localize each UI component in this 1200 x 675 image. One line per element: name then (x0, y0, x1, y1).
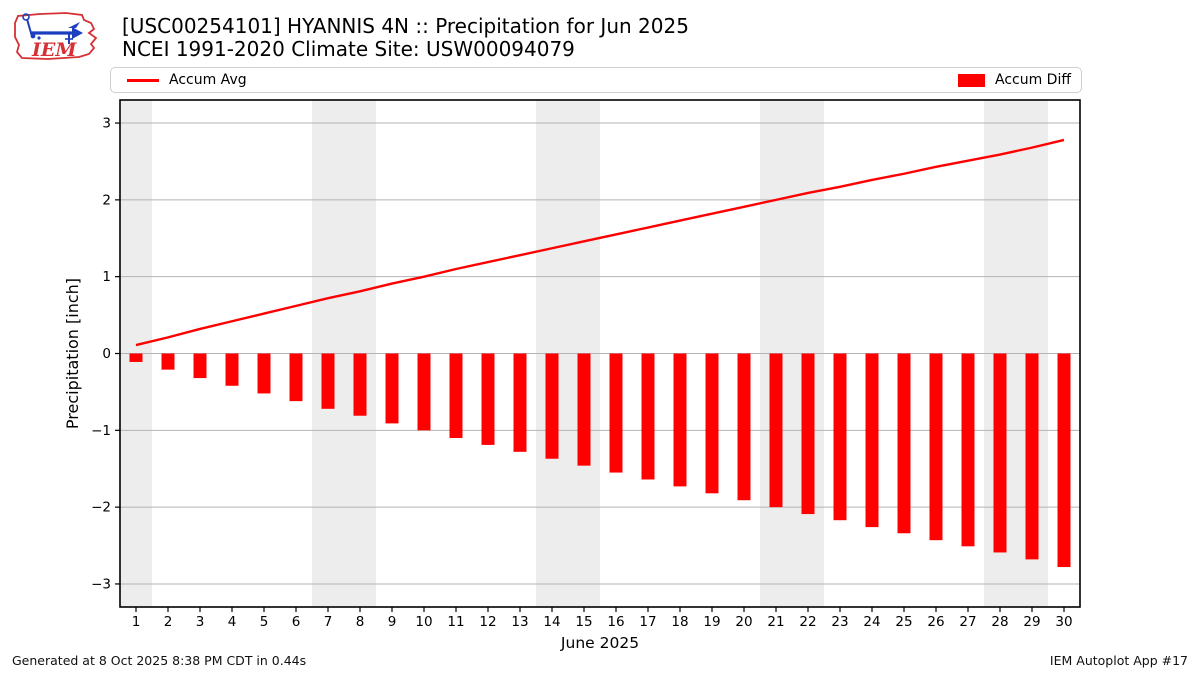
x-tick-label: 4 (228, 614, 237, 630)
accum-diff-bar (193, 353, 207, 379)
accum-diff-bar (737, 353, 751, 501)
x-tick-label: 23 (831, 614, 848, 630)
accum-diff-bar (705, 353, 719, 494)
accum-diff-bar (1025, 353, 1039, 560)
accum-diff-bar (641, 353, 655, 480)
x-tick-label: 24 (863, 614, 880, 630)
x-tick-label: 8 (356, 614, 365, 630)
x-axis-label: June 2025 (560, 634, 639, 652)
y-tick-label: 3 (102, 116, 111, 132)
accum-diff-bar (577, 353, 591, 466)
chart-legend: Accum Avg Accum Diff (110, 67, 1082, 93)
x-tick-label: 18 (671, 614, 688, 630)
accum-diff-bar (289, 353, 303, 402)
iem-logo-text: IEM (31, 39, 77, 61)
y-tick-label: −3 (91, 576, 111, 592)
chart-title: [USC00254101] HYANNIS 4N :: Precipitatio… (122, 14, 689, 38)
x-tick-label: 26 (927, 614, 944, 630)
x-tick-label: 20 (735, 614, 752, 630)
chart-title-block: [USC00254101] HYANNIS 4N :: Precipitatio… (122, 15, 689, 61)
accum-diff-bar-swatch (957, 73, 985, 87)
accum-diff-bar (257, 353, 271, 394)
accum-diff-bar (321, 353, 335, 409)
x-tick-label: 22 (799, 614, 816, 630)
accum-diff-bar (833, 353, 847, 521)
x-tick-label: 10 (415, 614, 432, 630)
generated-timestamp: Generated at 8 Oct 2025 8:38 PM CDT in 0… (12, 653, 307, 668)
x-tick-label: 19 (703, 614, 720, 630)
x-tick-label: 17 (639, 614, 656, 630)
x-tick-label: 7 (324, 614, 333, 630)
iem-logo: IEM (14, 12, 98, 61)
accum-diff-bar (161, 353, 175, 370)
x-tick-label: 14 (543, 614, 560, 630)
accum-diff-bar (865, 353, 879, 528)
accum-diff-bar (801, 353, 815, 515)
legend-label-accum-diff: Accum Diff (994, 72, 1071, 88)
accum-avg-line-swatch (127, 78, 159, 82)
app-credit: IEM Autoplot App #17 (1049, 653, 1188, 668)
y-tick-label: −2 (91, 500, 111, 516)
x-tick-label: 27 (959, 614, 976, 630)
y-axis-label: Precipitation [inch] (63, 278, 82, 429)
accum-diff-bar (449, 353, 463, 438)
legend-item-accum-avg: Accum Avg (127, 72, 247, 88)
accum-diff-bar (417, 353, 431, 431)
legend-label-accum-avg: Accum Avg (169, 72, 247, 88)
y-tick-label: 1 (102, 269, 111, 285)
x-tick-label: 9 (388, 614, 397, 630)
accum-diff-bar (929, 353, 943, 541)
x-tick-label: 5 (260, 614, 269, 630)
x-tick-label: 13 (511, 614, 528, 630)
x-tick-label: 16 (607, 614, 624, 630)
accum-diff-bar (481, 353, 495, 445)
legend-item-accum-diff: Accum Diff (957, 72, 1071, 88)
accum-diff-bar (897, 353, 911, 534)
x-tick-label: 21 (767, 614, 784, 630)
x-tick-label: 6 (292, 614, 301, 630)
accum-diff-bar (513, 353, 527, 452)
y-tick-label: 0 (102, 346, 111, 362)
accum-diff-bar (769, 353, 783, 508)
x-tick-label: 15 (575, 614, 592, 630)
x-tick-label: 3 (196, 614, 205, 630)
accum-diff-bar (1057, 353, 1071, 568)
x-tick-label: 29 (1023, 614, 1040, 630)
x-tick-label: 2 (164, 614, 173, 630)
chart-subtitle: NCEI 1991-2020 Climate Site: USW00094079 (122, 37, 575, 61)
accum-diff-bar (225, 353, 239, 386)
accum-diff-bar (129, 353, 143, 362)
y-tick-label: −1 (91, 423, 111, 439)
accum-diff-bar (545, 353, 559, 459)
x-tick-label: 1 (132, 614, 141, 630)
weather-vane-icon (22, 13, 83, 44)
accum-diff-bar (961, 353, 975, 547)
accum-avg-line (135, 138, 1065, 347)
x-tick-label: 25 (895, 614, 912, 630)
accum-diff-bar (385, 353, 399, 424)
accum-diff-bar (993, 353, 1007, 553)
x-tick-label: 11 (447, 614, 464, 630)
accum-diff-bar (609, 353, 623, 473)
x-tick-label: 30 (1055, 614, 1072, 630)
y-tick-label: 2 (102, 192, 111, 208)
x-tick-label: 12 (479, 614, 496, 630)
accum-diff-bar (353, 353, 367, 416)
accum-diff-bar (673, 353, 687, 487)
x-tick-label: 28 (991, 614, 1008, 630)
